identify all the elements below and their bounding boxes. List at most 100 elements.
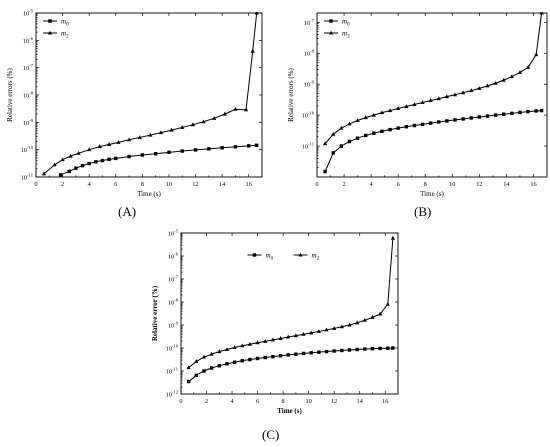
data-point-triangle (355, 320, 360, 325)
data-point-square (370, 347, 375, 351)
legend-entry: m0 (324, 18, 350, 28)
data-point-square (114, 156, 118, 161)
data-point-square (233, 145, 238, 149)
data-point-triangle (158, 130, 164, 135)
series-m2 (41, 12, 259, 176)
x-tick-label: 8 (282, 398, 285, 405)
legend-label: m0 (61, 18, 69, 28)
data-point-triangle (485, 83, 490, 88)
legend-marker-triangle (328, 30, 334, 35)
data-point-square (437, 120, 441, 124)
data-point-square (324, 349, 329, 354)
x-tick-label: 6 (397, 181, 400, 188)
y-tick-label: 10-8 (23, 91, 34, 100)
data-point-square (74, 166, 78, 170)
data-point-square (539, 108, 544, 113)
x-axis-title: Time (s) (420, 190, 444, 198)
data-point-square (378, 346, 382, 351)
data-point-triangle (243, 107, 249, 112)
data-point-triangle (76, 150, 81, 155)
x-tick-label: 8 (424, 181, 427, 188)
data-point-triangle (378, 311, 383, 316)
data-point-triangle (201, 354, 207, 359)
data-point-triangle (293, 333, 298, 338)
data-point-triangle (212, 116, 217, 120)
data-point-square (510, 111, 514, 116)
x-tick-label: 10 (449, 181, 455, 188)
x-tick-label: 10 (166, 181, 172, 188)
data-point-triangle (301, 331, 306, 336)
x-tick-label: 14 (219, 181, 226, 188)
x-tick-label: 12 (331, 398, 337, 405)
y-tick-label: 10-8 (304, 49, 315, 58)
data-point-triangle (270, 337, 276, 342)
data-point-square (469, 116, 473, 120)
plot-frame (35, 12, 263, 178)
data-point-square (380, 129, 384, 133)
data-point-square (386, 346, 390, 350)
legend-marker-square (252, 253, 257, 257)
data-point-square (240, 359, 244, 363)
x-tick-label: 16 (530, 181, 536, 188)
data-point-triangle (362, 318, 367, 322)
y-tick-label: 10-9 (23, 118, 34, 127)
data-point-square (355, 136, 360, 140)
data-point-square (534, 109, 538, 113)
series-line (43, 12, 258, 175)
legend-marker-square (329, 19, 333, 23)
data-point-triangle (324, 327, 329, 332)
data-point-triangle (169, 127, 174, 132)
data-point-square (420, 122, 425, 127)
data-point-triangle (517, 70, 523, 74)
legend-marker-triangle (298, 252, 303, 257)
data-point-triangle (355, 118, 360, 122)
data-point-square (220, 146, 224, 150)
y-tick-label: 10-10 (302, 111, 315, 120)
data-point-square (186, 379, 191, 384)
data-point-square (180, 149, 184, 153)
data-point-square (339, 144, 344, 148)
legend-label: m0 (266, 252, 274, 262)
x-tick-label: 2 (205, 398, 208, 405)
data-point-square (167, 150, 171, 155)
data-point-triangle (201, 119, 206, 124)
legend-marker-square (48, 19, 52, 23)
x-tick-label: 0 (179, 398, 182, 405)
y-tick-label: 10-7 (304, 18, 315, 27)
data-point-triangle (390, 235, 395, 240)
data-point-triangle (52, 162, 57, 167)
panel-label-a: (A) (118, 204, 137, 219)
data-point-square (355, 347, 359, 352)
data-point-triangle (379, 110, 385, 115)
data-point-triangle (363, 115, 368, 120)
data-point-triangle (97, 144, 102, 149)
data-point-square (323, 169, 327, 174)
x-tick-label: 2 (61, 181, 64, 188)
data-point-triangle (309, 330, 314, 335)
data-point-square (100, 158, 105, 163)
data-point-square (364, 133, 368, 138)
legend-entry: m2 (293, 252, 320, 262)
data-point-triangle (222, 111, 227, 116)
y-tick-label: 10-10 (166, 344, 179, 353)
data-point-square (255, 356, 260, 361)
data-point-triangle (539, 12, 544, 15)
y-tick-label: 10-12 (166, 390, 179, 399)
data-point-square (263, 355, 267, 360)
x-tick-label: 4 (230, 398, 234, 405)
data-point-square (347, 348, 352, 352)
data-point-triangle (137, 135, 142, 139)
data-point-square (58, 173, 63, 177)
data-point-square (461, 117, 465, 121)
data-point-square (309, 351, 313, 355)
x-tick-label: 16 (382, 398, 388, 405)
x-axis-title: Time (s) (277, 407, 302, 415)
data-point-square (493, 113, 498, 117)
y-tick-label: 10-7 (23, 63, 34, 72)
data-point-triangle (461, 90, 466, 95)
data-point-triangle (186, 365, 191, 370)
data-point-square (331, 151, 335, 155)
legend-label: m0 (342, 18, 350, 28)
series-m2 (186, 235, 395, 370)
